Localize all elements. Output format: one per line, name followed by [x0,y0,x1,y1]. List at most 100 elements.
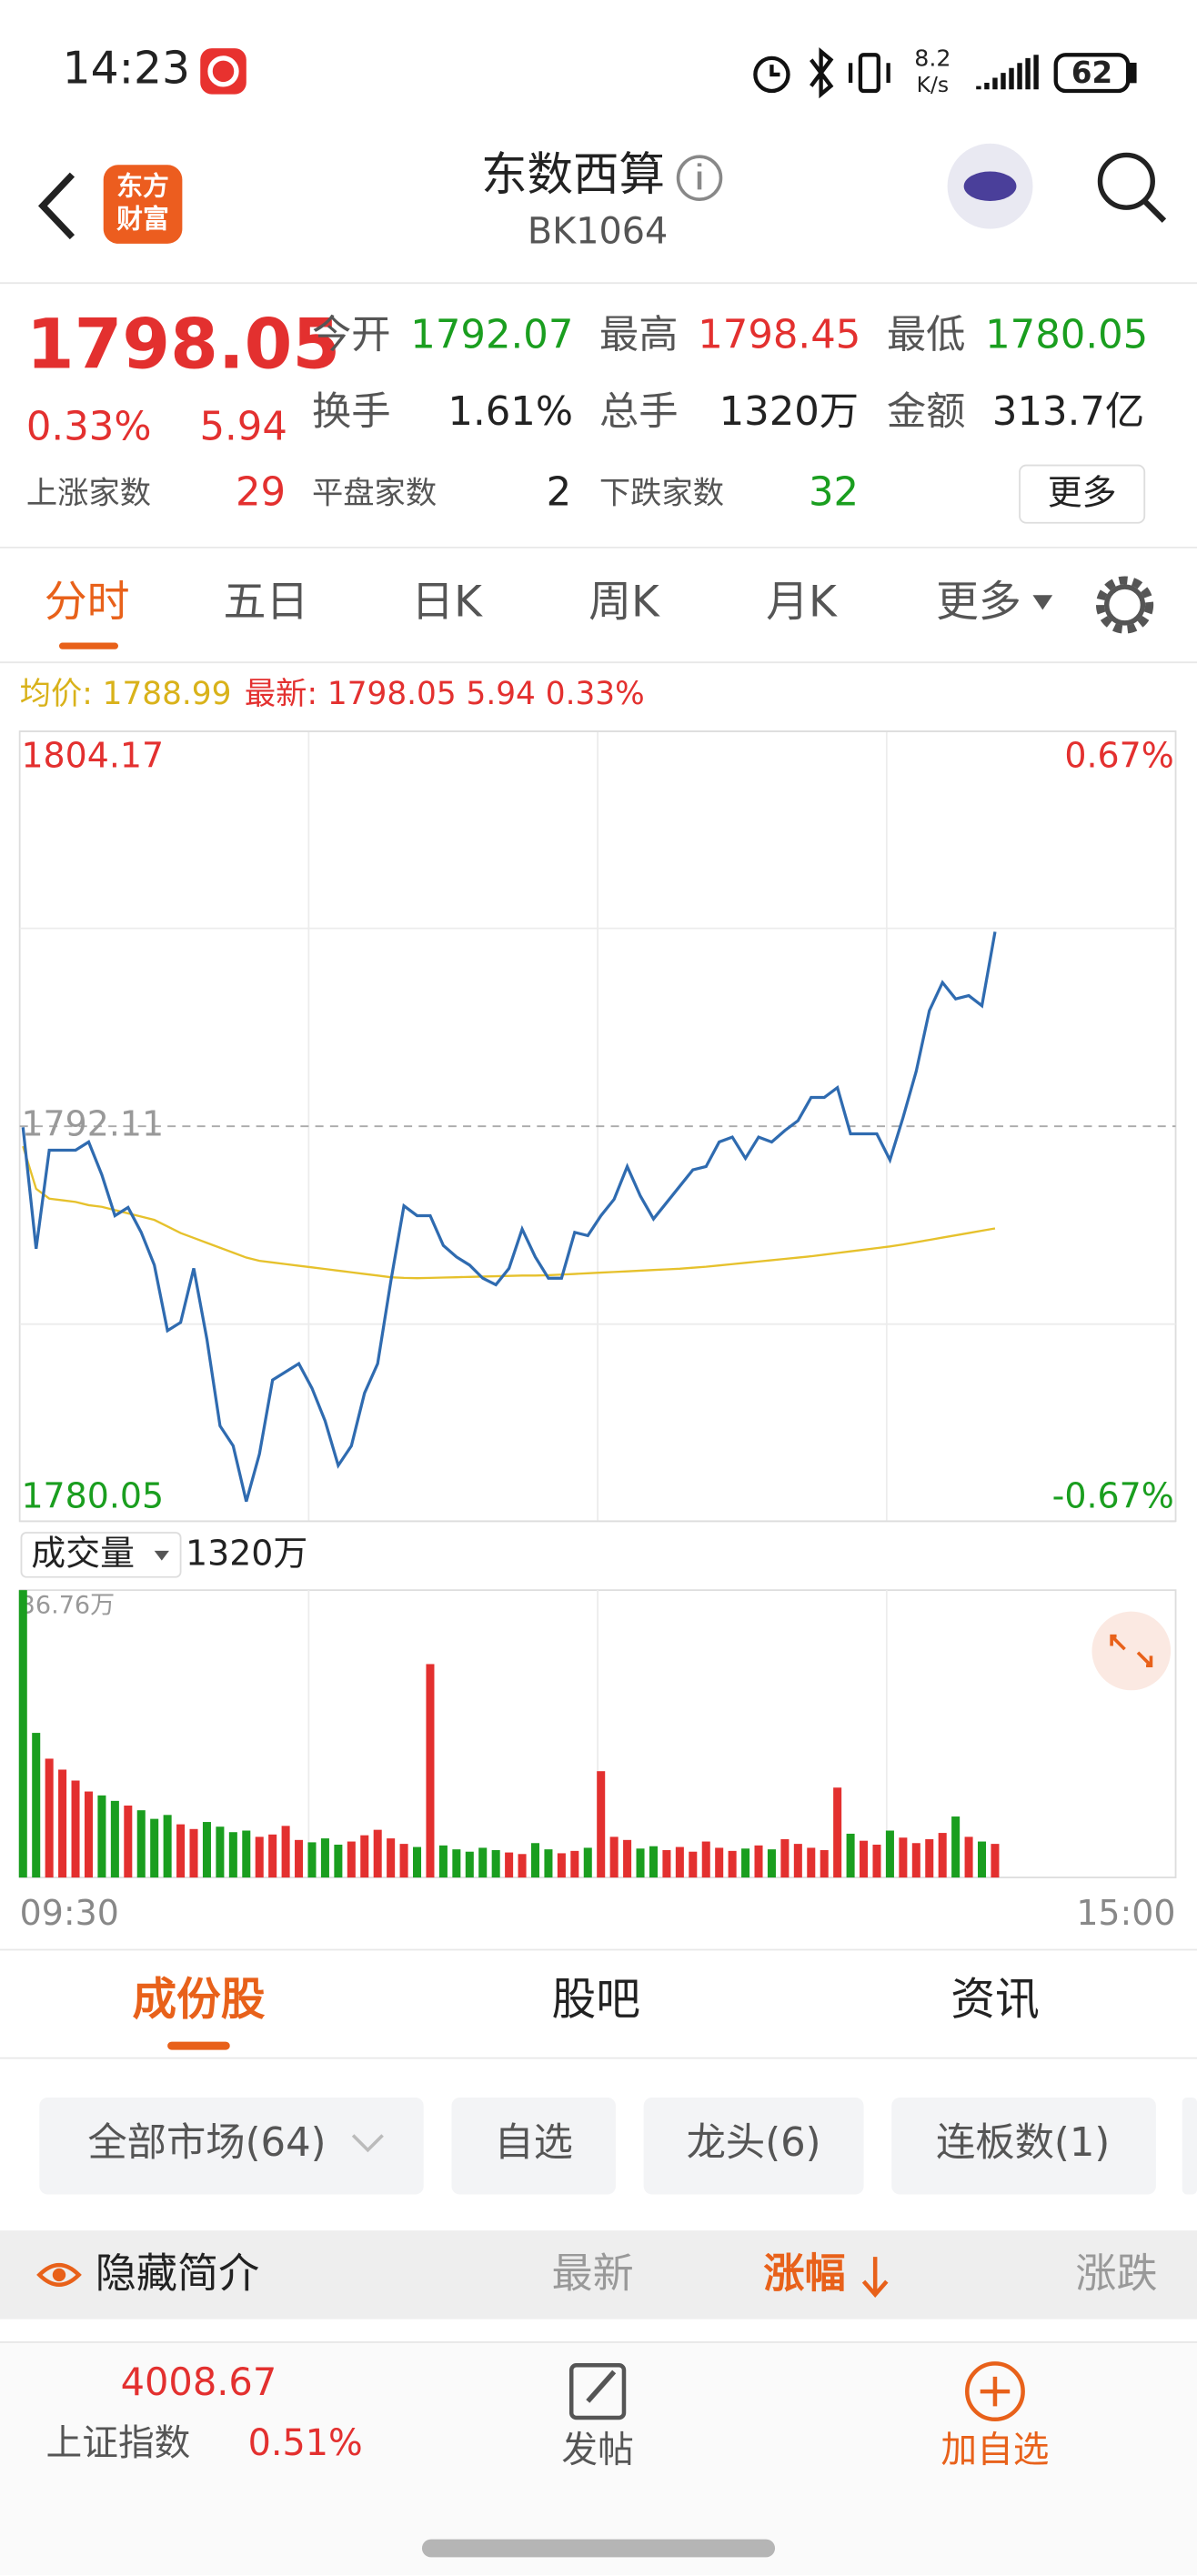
volume-bar [189,1828,198,1878]
stat-label: 最低 [887,312,966,357]
filter-label: 连板数(1) [936,2120,1110,2166]
index-value: 4008.67 [121,2360,277,2404]
volume-bar [530,1843,540,1878]
volume-bar [295,1839,304,1878]
add-watch-button[interactable]: 加自选 [940,2429,1049,2470]
volume-bar [846,1833,855,1878]
filter-chip[interactable] [1182,2097,1197,2195]
period-tab[interactable]: 分时 [45,578,130,628]
volume-bar [505,1852,514,1878]
y-tick-label: 36.76万 [20,1592,116,1620]
volume-bar [689,1851,698,1878]
volume-bar [45,1758,54,1878]
volume-bar [938,1833,947,1878]
info-icon[interactable] [676,155,723,201]
assistant-face [963,171,1017,201]
breadth-value: 29 [236,470,286,516]
filter-chip[interactable] [39,2097,424,2195]
volume-bar [150,1818,159,1878]
expand-icon [1110,1634,1153,1668]
volume-bar [32,1733,41,1878]
column-header[interactable]: 最新 [552,2249,634,2298]
stat-value: 1.61% [448,389,573,435]
period-tab[interactable]: 日K [411,578,483,628]
search-button[interactable] [1097,152,1155,210]
expand-button[interactable] [1091,1611,1172,1691]
volume-bar [754,1845,763,1878]
stat-label: 总手 [599,389,679,435]
x-tick-label: 15:00 [1076,1893,1175,1933]
series-line [22,1145,996,1280]
volume-bar [242,1830,251,1878]
tab-underline [58,642,118,649]
settings-button[interactable] [1104,584,1146,626]
list-tab[interactable]: 股吧 [552,1974,640,2025]
volume-bar [860,1840,869,1878]
period-tab[interactable]: 周K [588,578,660,628]
more-button-label: 更多 [1048,473,1117,513]
post-pen [586,2370,617,2403]
filter-chip[interactable] [451,2097,616,2195]
volume-bar [609,1836,619,1878]
net-speed: 8.2 [914,45,951,72]
post-icon[interactable] [568,2362,627,2420]
title: 东数西算 [481,147,665,201]
status-icons [753,47,1137,99]
filter-label: 自选 [494,2120,573,2166]
period-tab[interactable]: 更多 [936,578,1021,628]
price: 1798.05 [26,304,340,384]
volume-total: 1320万 [186,1534,307,1574]
eye-icon[interactable] [36,2262,82,2288]
stat-value: 1320万 [719,389,860,435]
volume-selector[interactable] [20,1532,182,1578]
column-header[interactable]: 涨跌 [1075,2249,1157,2298]
tab-underline [167,2041,230,2050]
breadth-label: 平盘家数 [312,476,437,512]
volume-bar [18,1590,27,1878]
volume-bar [216,1826,225,1878]
logo-text: 财富 [116,204,169,235]
footer [0,2341,1197,2576]
change: 5.94 [199,404,287,449]
volume-bar [334,1844,343,1878]
period-tab[interactable]: 五日 [224,578,309,628]
home-indicator [421,2539,776,2558]
volume-bar [741,1848,750,1878]
breadth-label: 上涨家数 [26,476,151,512]
y-tick-label: 1804.17 [21,735,164,775]
volume-bar [899,1837,908,1878]
add-plus [980,2376,1011,2407]
index-pct: 0.51% [248,2422,363,2464]
add-icon[interactable] [965,2361,1025,2422]
clock: 14:23 [63,43,190,94]
volume-bar [675,1846,684,1878]
volume-bar [597,1771,606,1878]
volume-bar [793,1844,802,1878]
dropdown-arrow [154,1550,169,1561]
volume-bar [583,1847,592,1878]
column-header[interactable]: 涨幅 [763,2249,845,2298]
volume-bar [413,1846,422,1878]
y-tick-label: 1792.11 [21,1104,164,1144]
filter-chip[interactable] [643,2097,864,2195]
stat-value: 1792.07 [410,312,573,357]
list-tab[interactable]: 成份股 [132,1974,265,2025]
volume-bar [176,1824,186,1878]
volume-bar [951,1816,961,1878]
list-tab[interactable]: 资讯 [951,1974,1039,2025]
filter-chip[interactable] [891,2097,1156,2195]
period-tab[interactable]: 月K [766,578,838,628]
filter-label: 全部市场(64) [87,2120,326,2166]
volume-bar [202,1822,211,1878]
logo-text: 东方 [116,171,169,202]
toggle-intro[interactable]: 隐藏简介 [96,2249,260,2298]
more-button[interactable] [1019,464,1146,524]
volume-bar [833,1787,842,1878]
volume-bar [465,1851,474,1878]
stat-value: 1798.45 [698,312,860,357]
back-button[interactable] [37,172,75,240]
volume-bar [872,1844,881,1878]
post-button[interactable]: 发帖 [561,2429,633,2470]
volume-bar [452,1849,461,1878]
